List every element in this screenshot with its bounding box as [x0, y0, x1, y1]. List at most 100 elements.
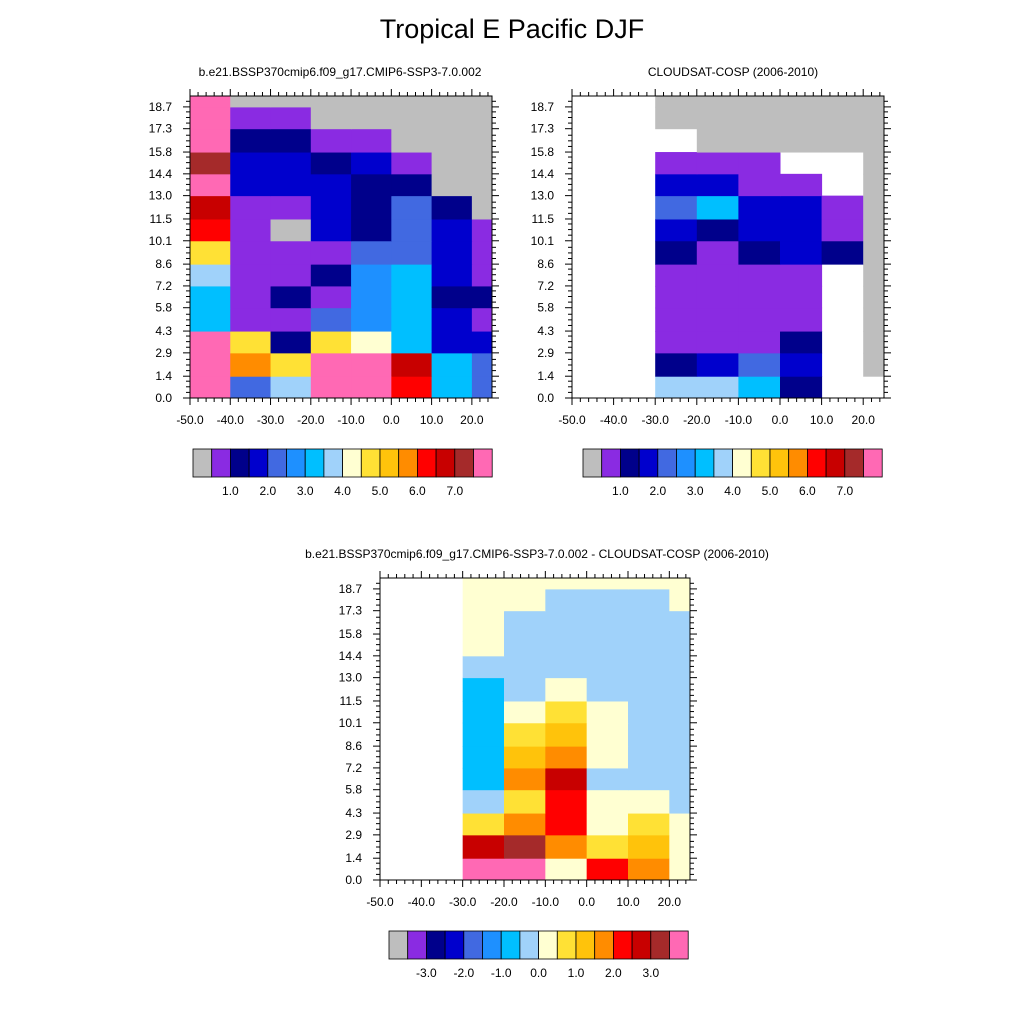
colorbar-label: 3.0	[642, 966, 659, 980]
colorbar-label: 1.0	[222, 484, 239, 498]
heatmap-cell	[391, 218, 433, 242]
heatmap-cell	[462, 789, 505, 814]
heatmap-cell	[738, 128, 781, 153]
y-tick-label: 1.4	[345, 851, 362, 865]
heatmap-cell	[545, 722, 588, 747]
colorbar-label: 4.0	[724, 484, 741, 498]
colorbar-label: 2.0	[605, 966, 622, 980]
y-tick-label: 4.3	[155, 324, 172, 338]
colorbar-label: -1.0	[491, 966, 512, 980]
heatmap-cell	[504, 767, 546, 791]
heatmap-cell	[738, 106, 781, 130]
heatmap-cell	[504, 677, 546, 702]
heatmap-cell	[628, 578, 670, 590]
heatmap-cell	[351, 128, 392, 153]
heatmap-cell	[780, 307, 823, 332]
heatmap-cell	[628, 634, 670, 657]
heatmap-cell	[190, 173, 231, 197]
colorbar-swatch	[788, 448, 808, 478]
heatmap-cell	[863, 106, 885, 130]
heatmap-cell	[504, 610, 546, 635]
colorbar-swatch	[407, 930, 427, 960]
heatmap-cell	[462, 722, 505, 747]
heatmap-cell	[190, 152, 231, 175]
figure-title: Tropical E Pacific DJF	[379, 14, 645, 44]
heatmap-cell	[431, 152, 473, 175]
heatmap-cell	[696, 128, 739, 153]
heatmap-cell	[780, 376, 823, 399]
heatmap-cell	[655, 331, 698, 354]
heatmap-cell	[738, 307, 781, 332]
y-tick-label: 5.8	[345, 783, 362, 797]
heatmap-cell	[504, 834, 546, 859]
heatmap-cell	[863, 307, 885, 332]
heatmap-cell	[270, 195, 312, 220]
heatmap-cell	[821, 106, 864, 130]
heatmap-cell	[863, 173, 885, 197]
x-tick-label: 10.0	[616, 895, 640, 909]
y-tick-label: 1.4	[537, 369, 554, 383]
heatmap-cell	[462, 677, 505, 702]
heatmap-cell	[863, 128, 885, 153]
colorbar-swatch	[694, 448, 715, 478]
colorbar-swatch	[750, 448, 771, 478]
y-tick-label: 0.0	[155, 391, 172, 405]
heatmap-cell	[628, 789, 670, 814]
x-tick-label: -40.0	[217, 413, 245, 427]
heatmap-cell	[504, 813, 546, 836]
y-tick-label: 5.8	[537, 301, 554, 315]
heatmap-cell	[669, 789, 691, 814]
heatmap-cell	[230, 195, 272, 220]
heatmap-cell	[471, 128, 493, 153]
heatmap-cell	[780, 195, 823, 220]
heatmap-cell	[462, 610, 505, 635]
y-tick-label: 11.5	[532, 212, 555, 226]
heatmap-cell	[545, 858, 588, 881]
colorbar-label: 0.0	[530, 966, 547, 980]
heatmap-cell	[270, 352, 312, 377]
heatmap-cell	[738, 218, 781, 242]
heatmap-cell	[310, 331, 352, 354]
y-tick-label: 4.3	[537, 324, 554, 338]
heatmap-cell	[462, 634, 505, 657]
x-tick-label: 10.0	[420, 413, 444, 427]
x-tick-label: 0.0	[772, 413, 789, 427]
y-tick-label: 13.0	[149, 189, 173, 203]
heatmap-cell	[462, 767, 505, 791]
colorbar-swatch	[620, 448, 640, 478]
colorbar-swatch	[713, 448, 734, 478]
y-tick-label: 4.3	[345, 806, 362, 820]
heatmap-cell	[696, 307, 739, 332]
heatmap-cells	[462, 578, 691, 881]
heatmap-cell	[190, 352, 231, 377]
colorbar-swatch	[575, 930, 596, 960]
y-tick-label: 7.2	[537, 279, 554, 293]
heatmap-cell	[230, 173, 272, 197]
heatmap-cell	[471, 352, 493, 377]
heatmap-cell	[431, 307, 473, 332]
heatmap-cell	[270, 376, 312, 399]
y-tick-label: 8.6	[537, 257, 554, 271]
heatmap-cell	[310, 128, 352, 153]
heatmap-cell	[190, 264, 231, 287]
heatmap-cell	[431, 240, 473, 265]
heatmap-cell	[471, 173, 493, 197]
colorbar-swatch	[248, 448, 269, 478]
heatmap-cell	[230, 106, 272, 130]
colorbar-swatch	[267, 448, 287, 478]
heatmap-cell	[669, 588, 691, 612]
x-tick-label: -30.0	[257, 413, 285, 427]
colorbar-swatch	[211, 448, 231, 478]
heatmap-cell	[504, 578, 546, 590]
heatmap-cell	[780, 128, 823, 153]
y-tick-label: 15.8	[339, 627, 363, 641]
heatmap-cell	[545, 700, 588, 724]
colorbar-swatch	[323, 448, 343, 478]
heatmap-cell	[270, 307, 312, 332]
colorbar-swatch	[676, 448, 696, 478]
heatmap-cell	[471, 106, 493, 130]
heatmap-cell	[586, 700, 629, 724]
heatmap-cell	[431, 352, 473, 377]
heatmap-cell	[821, 128, 864, 153]
heatmap-cell	[391, 307, 433, 332]
